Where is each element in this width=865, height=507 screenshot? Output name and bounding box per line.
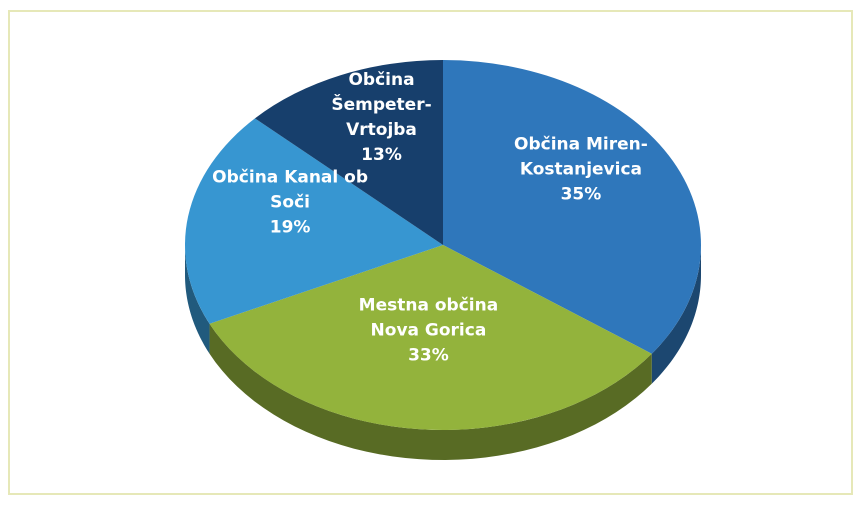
value-label: 13% xyxy=(361,145,402,166)
slice-label: Občina Kanal ob Soči 19% xyxy=(205,165,375,240)
slice-side xyxy=(651,245,701,384)
category-label: Občina Miren-Kostanjevica xyxy=(514,134,648,180)
slice-label: Občina Šempeter-Vrtojba 13% xyxy=(329,68,434,168)
category-label: Občina Šempeter-Vrtojba xyxy=(331,70,432,141)
slice xyxy=(185,118,444,324)
slice-label: Mestna občina Nova Gorica 33% xyxy=(343,293,513,368)
chart-frame xyxy=(8,10,853,495)
value-label: 19% xyxy=(269,217,311,238)
value-label: 33% xyxy=(408,345,449,365)
slice xyxy=(254,60,443,245)
slice-side xyxy=(209,323,652,460)
category-label: Mestna občina Nova Gorica xyxy=(358,295,499,340)
category-label: Občina Kanal ob Soči xyxy=(212,167,369,213)
slice xyxy=(209,245,652,430)
slice xyxy=(443,60,701,354)
value-label: 35% xyxy=(560,184,602,205)
slice-side xyxy=(185,245,210,354)
slice-label: Občina Miren-Kostanjevica 35% xyxy=(496,132,666,207)
